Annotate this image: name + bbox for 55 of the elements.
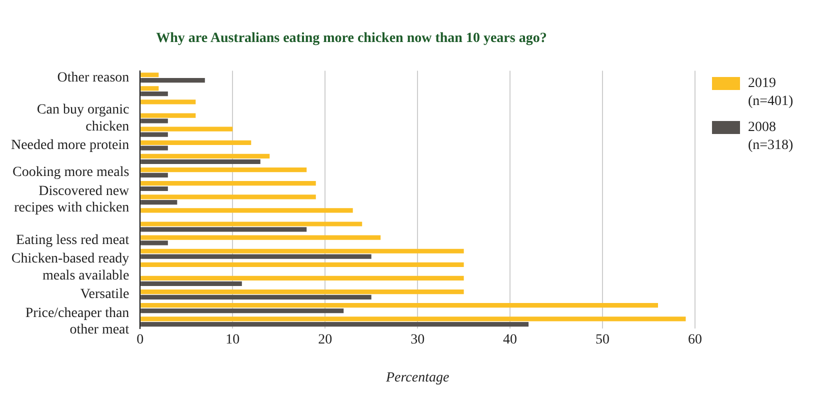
y-tick-label: Discovered new recipes with chicken [14, 184, 130, 216]
bar [140, 322, 529, 327]
bar [140, 200, 178, 205]
y-tick-label: Chicken-based ready meals available [11, 252, 130, 284]
y-tick-label: Can buy organic chicken [36, 102, 130, 134]
bar [140, 281, 242, 286]
bar [140, 154, 270, 159]
bar [140, 316, 686, 322]
bar [140, 113, 196, 118]
bar [140, 262, 464, 267]
bar [140, 254, 372, 259]
y-tick-label: Needed more protein [10, 138, 130, 154]
x-tick-label: 60 [688, 332, 702, 348]
bar [140, 222, 362, 226]
bar [140, 248, 464, 254]
bar [140, 303, 658, 308]
bar [140, 100, 196, 104]
bar [140, 167, 307, 172]
x-tick-label: 10 [226, 332, 240, 348]
bar [140, 159, 260, 164]
y-tick-label: Other reason [57, 70, 130, 86]
bar [140, 118, 168, 124]
x-tick-label: 20 [318, 332, 332, 348]
legend-label: 2008 (n=318) [748, 119, 794, 155]
legend-label: 2019 (n=401) [748, 75, 794, 111]
x-tick-label: 30 [410, 332, 425, 348]
bar [140, 235, 381, 240]
bar [140, 172, 168, 178]
bar [140, 308, 344, 314]
bar [140, 126, 233, 132]
bar [140, 146, 168, 150]
bar [140, 181, 316, 186]
bar [140, 289, 464, 294]
x-tick-label: 0 [136, 332, 144, 348]
bar [140, 294, 372, 300]
bar [140, 240, 168, 246]
chart-title: Why are Australians eating more chicken now than 10 years ago? [156, 31, 547, 46]
y-tick-label: Eating less red meat [16, 232, 130, 248]
bar [140, 140, 252, 145]
y-tick-label: Versatile [80, 287, 130, 302]
x-tick-label: 50 [596, 332, 610, 348]
y-tick-label: Cooking more meals [12, 165, 130, 180]
x-tick-label: 40 [503, 332, 518, 348]
bar [140, 72, 159, 78]
bar [140, 92, 168, 96]
bar [140, 227, 307, 232]
x-axis-title: Percentage [384, 370, 450, 386]
bar [140, 86, 159, 91]
bar [140, 194, 316, 200]
bar [140, 208, 353, 213]
bar [140, 78, 205, 83]
y-tick-label: Price/cheaper than other meat [25, 306, 130, 338]
bar [140, 132, 168, 137]
bar [140, 186, 168, 192]
bar [140, 276, 464, 281]
